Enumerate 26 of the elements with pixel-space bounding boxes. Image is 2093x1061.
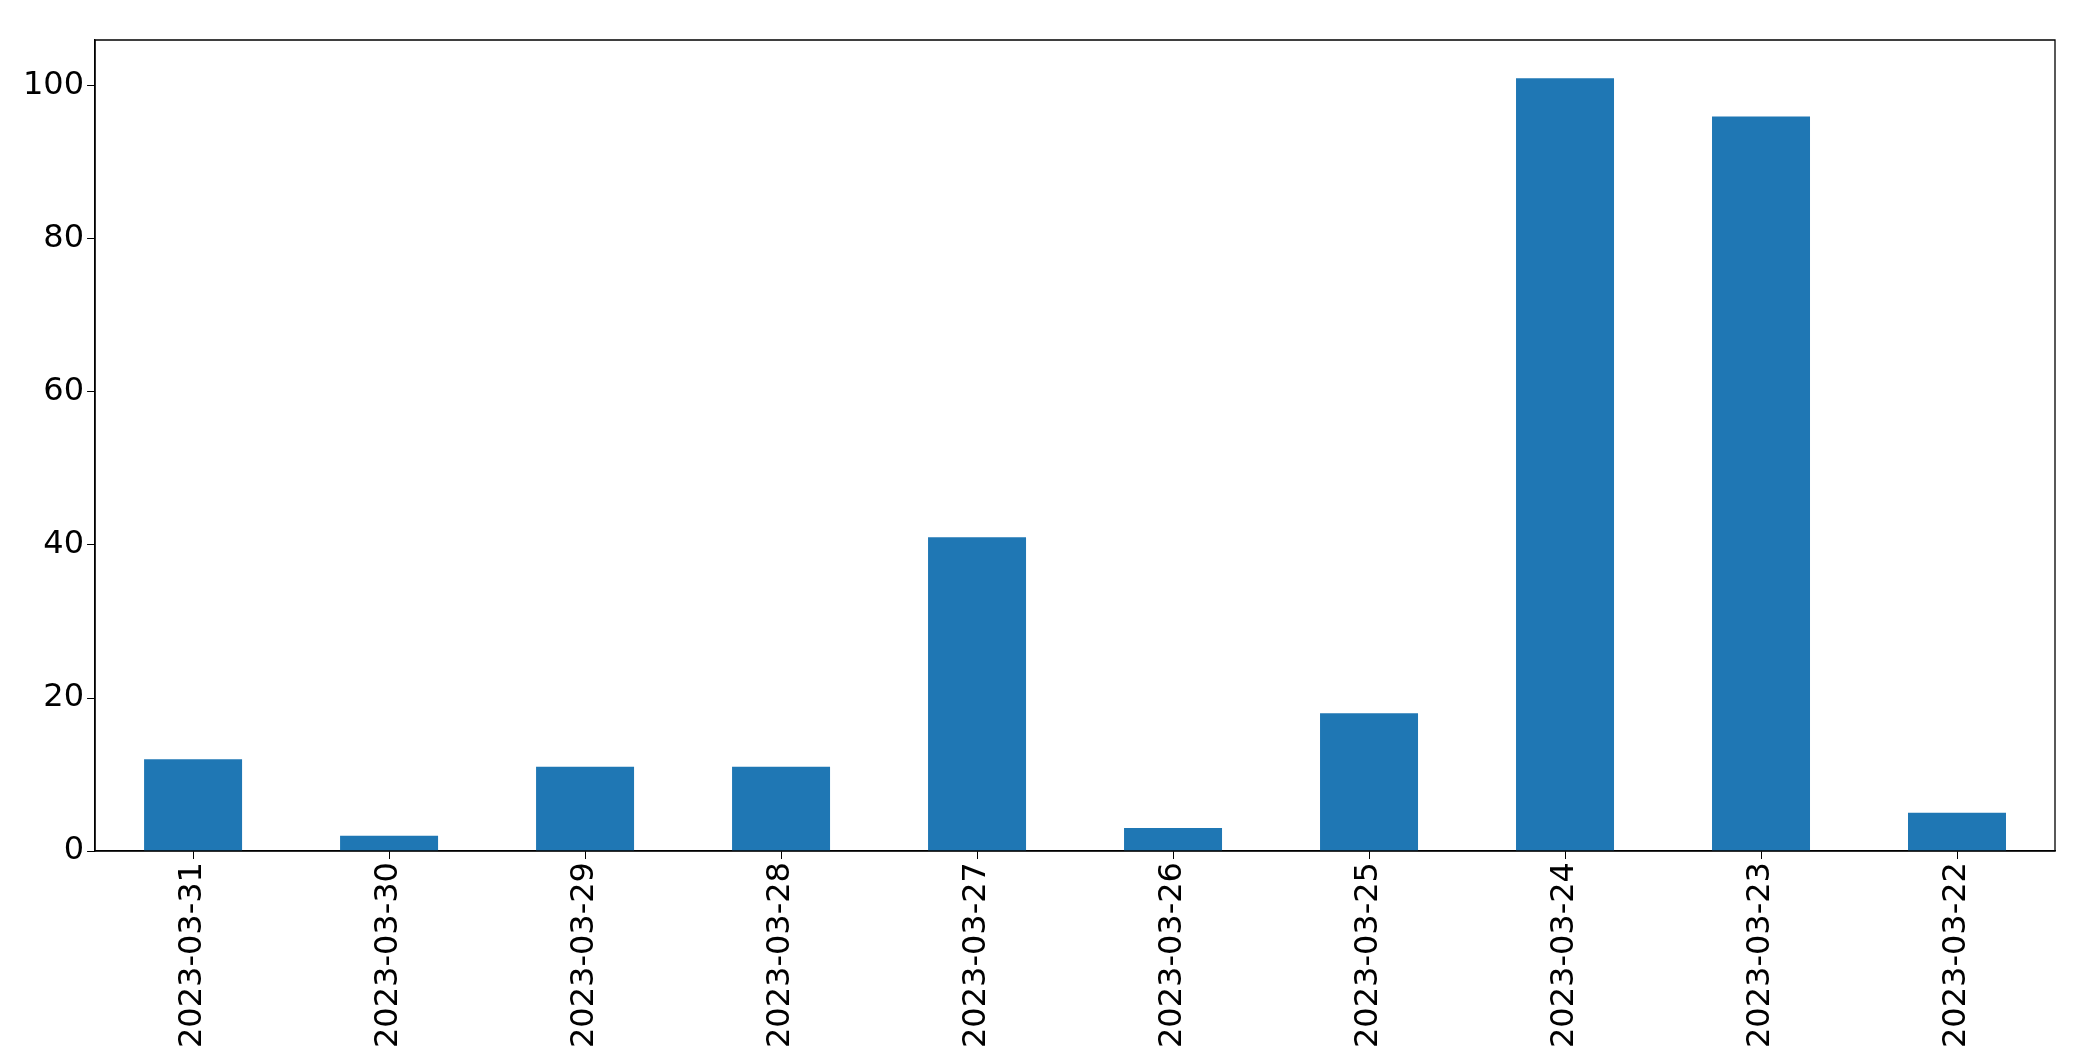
bar [1712,116,1811,851]
y-tick-label: 40 [43,523,85,562]
bar [144,759,243,851]
x-tick-label: 2023-03-26 [1151,862,1190,1048]
x-tick-label: 2023-03-29 [563,862,602,1048]
x-tick-label: 2023-03-31 [171,862,210,1048]
x-tick-label: 2023-03-22 [1935,862,1974,1048]
y-tick-label: 80 [43,217,85,256]
y-tick-label: 100 [23,64,85,103]
y-tick-label: 60 [43,370,85,409]
x-tick-label: 2023-03-27 [955,862,994,1048]
x-tick-label: 2023-03-28 [759,862,798,1048]
x-tick-label: 2023-03-24 [1543,862,1582,1048]
y-tick-label: 20 [43,676,85,715]
bar [928,537,1027,851]
bar [1516,78,1615,851]
bar [1124,828,1223,851]
bar [536,766,635,851]
bar [340,835,439,851]
x-tick-label: 2023-03-23 [1739,862,1778,1048]
bar [1320,713,1419,851]
bar [1908,812,2006,851]
x-tick-label: 2023-03-25 [1347,862,1386,1048]
y-tick-label: 0 [63,829,85,868]
x-tick-label: 2023-03-30 [367,862,406,1048]
bar [732,766,831,851]
